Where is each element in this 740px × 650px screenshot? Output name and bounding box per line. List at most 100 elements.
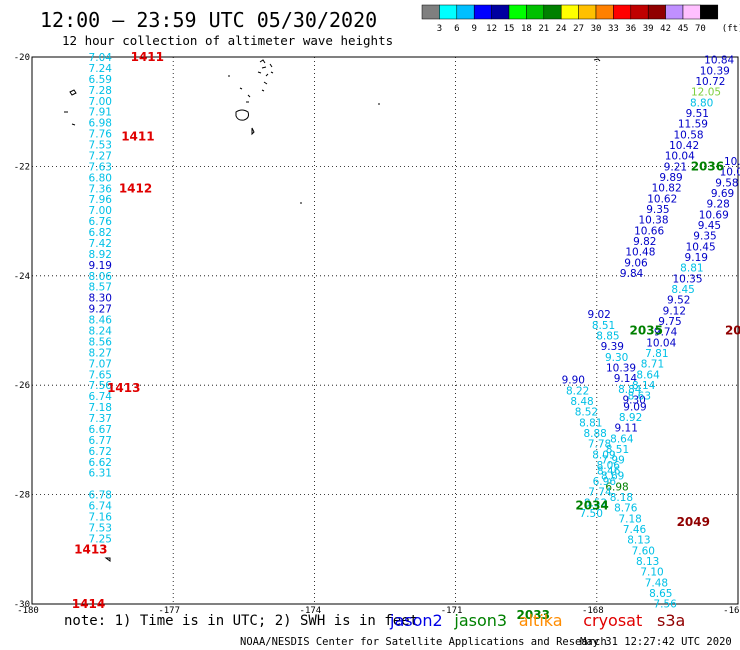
wave-height-value: 9.35 [646,204,669,216]
wave-height-value: 7.74 [588,487,612,499]
wave-height-value: 9.45 [698,220,721,232]
wave-height-value: 8.46 [597,465,621,477]
wave-height-value: 10.0 [720,167,740,179]
pass-number-label: 2036 [691,159,724,173]
colorbar-swatch [682,4,701,20]
wave-height-value: 10.04 [646,337,676,349]
wave-height-value: 7.99 [601,455,624,467]
wave-height-value: 7.18 [618,513,641,525]
colorbar-tick: 18 [521,24,532,34]
wave-height-value: 8.64 [610,433,634,445]
colorbar-swatch [543,4,562,20]
wave-height-value: 8.92 [619,412,642,424]
wave-height-value: 9.28 [706,199,729,211]
wave-height-value: 7.10 [640,567,663,579]
y-tick-label: -28 [14,491,30,501]
wave-height-value: 7.24 [89,63,113,75]
data-tracks: 7.047.246.597.287.007.916.987.767.537.27… [89,52,740,611]
wave-height-value: 8.13 [627,535,650,547]
wave-height-value: 7.37 [89,413,112,425]
satellite-legend-entry: cryosat [583,611,642,630]
wave-height-value: 8.56 [89,336,113,348]
wave-height-value: 8.09 [592,449,615,461]
wave-height-value: 8.18 [610,492,633,504]
wave-height-value: 8.65 [649,588,672,600]
wave-height-value: 8.63 [628,391,651,403]
wave-height-value: 8.06 [597,460,621,472]
colorbar-tick: 39 [643,24,654,34]
wave-height-value: 9.82 [633,236,656,248]
y-tick-label: -20 [14,53,30,63]
wave-height-value: 8.80 [690,97,713,109]
wave-height-value: 8.71 [641,359,664,371]
x-tick-label: -180 [17,606,39,616]
wave-height-value: 8.06 [89,271,113,283]
wave-height-value: 8.51 [606,444,629,456]
colorbar-tick: 70 [695,24,706,34]
wave-height-value: 6.67 [89,424,112,436]
wave-height-value: 7.18 [89,402,112,414]
wave-height-value: 10.35 [672,273,702,285]
colorbar-swatch [421,4,440,20]
wave-height-value: 7.63 [89,161,112,173]
colorbar-tick: 27 [573,24,584,34]
wave-height-value: 8.24 [89,326,113,338]
colorbar-swatch [560,4,579,20]
wave-height-value: 9.58 [715,177,738,189]
wave-height-value: 12.05 [691,87,721,99]
wave-height-value: 9.84 [620,268,644,280]
wave-height-value: 8.81 [579,417,602,429]
wave-height-value: 7.56 [89,380,113,392]
wave-height-value: 7.53 [89,522,112,534]
wave-height-value: 7.36 [89,183,113,195]
wave-height-value: 6.98 [605,481,628,493]
footer-credit: NOAA/NESDIS Center for Satellite Applica… [240,636,607,648]
wave-height-value: 10.38 [638,215,668,227]
wave-height-value: 9.06 [624,257,648,269]
satellite-legend-entry: jason2 [389,611,443,630]
colorbar-swatch [473,4,492,20]
wave-height-value: 7.76 [89,129,113,141]
y-tick-label: -26 [14,381,30,391]
wave-height-value: 7.78 [588,439,611,451]
wave-height-value: 9.09 [623,401,646,413]
wave-height-value: 8.92 [89,249,112,261]
wave-height-value: 9.02 [587,309,610,321]
wave-height-value: 8.52 [575,407,598,419]
page-title: 12:00 – 23:59 UTC 05/30/2020 [40,8,377,32]
pass-number-label: 2034 [575,499,608,513]
wave-height-value: 10.82 [652,183,682,195]
y-tick-label: -24 [14,272,30,282]
colorbar-swatch [578,4,597,20]
wave-height-value: 8.30 [89,293,112,305]
wave-height-value: 10.39 [700,65,730,77]
wave-height-value: 7.91 [89,107,112,119]
colorbar-tick: 24 [556,24,567,34]
wave-height-value: 7.04 [89,52,113,64]
colorbar-swatch [526,4,545,20]
wave-height-value: 10.72 [695,76,725,88]
colorbar-swatch [456,4,475,20]
wave-height-value: 7.00 [89,96,112,108]
wave-height-value: 9.19 [685,252,708,264]
wave-height-value: 7.42 [89,238,112,250]
wave-height-value: 9.75 [658,316,681,328]
island-outlines [64,58,601,562]
wave-height-value: 8.52 [584,497,607,509]
pass-number-label: 2035 [630,324,663,338]
satellite-legend-entry: s3a [657,611,685,630]
wave-height-value: 7.07 [89,358,112,370]
wave-height-value: 9.21 [664,161,687,173]
wave-height-value: 7.96 [89,194,113,206]
wave-height-value: 8.45 [671,284,694,296]
wave-height-value: 11.59 [678,119,708,131]
colorbar-swatch [647,4,666,20]
wave-height-value: 8.46 [89,315,113,327]
wave-height-value: 7.00 [89,205,112,217]
wave-height-value: 7.48 [645,577,668,589]
wave-height-value: 9.90 [562,375,585,387]
wave-height-value: 8.84 [618,384,642,396]
wave-height-value: 9.12 [663,305,686,317]
